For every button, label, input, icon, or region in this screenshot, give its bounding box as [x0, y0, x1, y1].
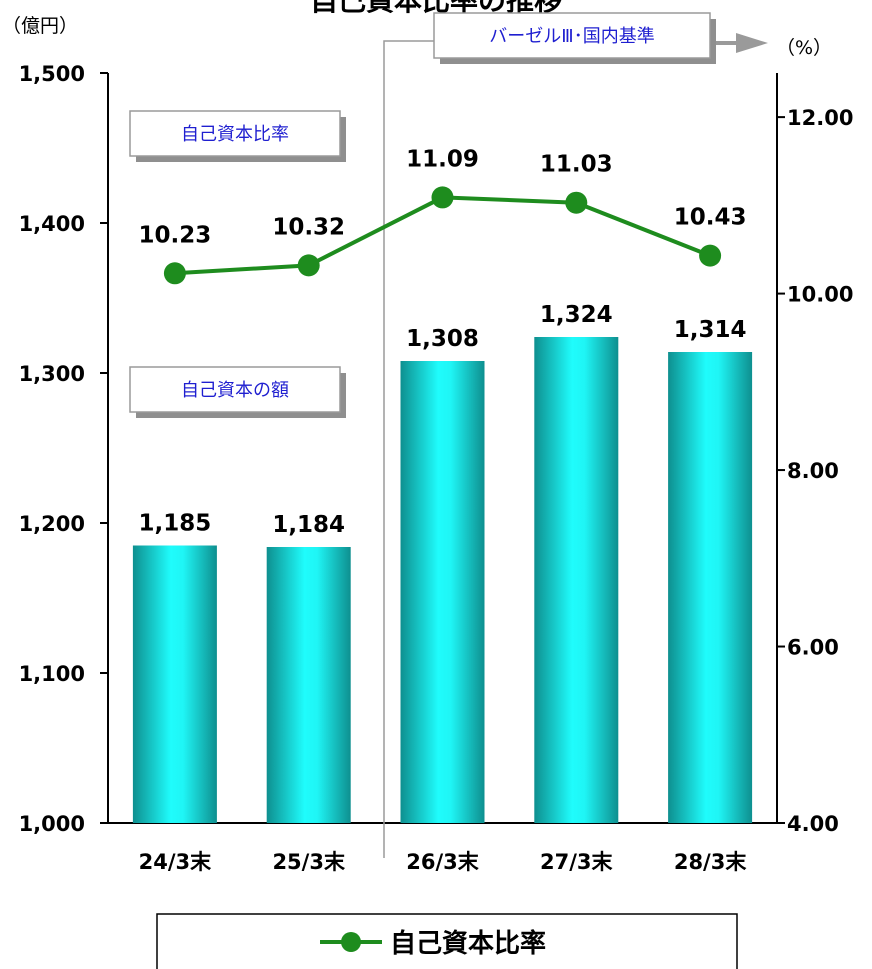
ratio-value-label: 11.09	[406, 146, 479, 172]
ratio-point	[431, 186, 454, 209]
y-right-tick-label: 10.00	[787, 283, 853, 307]
x-tick-label: 28/3末	[674, 850, 748, 874]
ratio-value-label: 11.03	[540, 152, 613, 178]
bar-value-label: 1,324	[540, 302, 613, 328]
y-left-tick-label: 1,300	[19, 362, 85, 386]
y-left-unit: （億円）	[2, 15, 78, 37]
basel-box	[433, 12, 711, 59]
y-left-tick-label: 1,100	[19, 662, 85, 686]
bar-value-label: 1,308	[406, 326, 479, 352]
bar	[266, 547, 351, 823]
y-right-tick-label: 8.00	[787, 459, 839, 483]
bar	[400, 361, 485, 823]
ratio-value-label: 10.43	[674, 205, 747, 231]
ratio-value-label: 10.23	[139, 222, 212, 248]
legend-box	[156, 913, 738, 969]
x-tick-label: 24/3末	[139, 850, 213, 874]
bar-value-label: 1,185	[139, 511, 212, 537]
y-right-unit: （%）	[776, 37, 832, 59]
x-tick-label: 26/3末	[406, 850, 480, 874]
bar-value-label: 1,184	[272, 512, 345, 538]
ratio-line	[174, 195, 711, 276]
amount-box	[129, 366, 341, 413]
basel-arrow-head	[736, 33, 768, 53]
y-right-tick-label: 12.00	[787, 106, 853, 130]
bar	[132, 545, 217, 823]
y-left-tick-label: 1,200	[19, 512, 85, 536]
legend-label: 自己資本比率	[390, 928, 546, 959]
ratio-point	[297, 254, 320, 277]
line-series: 10.23 10.32 11.09 11.03 10.43	[139, 146, 747, 285]
bar	[534, 337, 619, 823]
ratio-point	[699, 244, 722, 267]
basel-divider-line	[383, 40, 436, 858]
amount-box-label: 自己資本の額	[181, 380, 289, 401]
y-left-tick-label: 1,000	[19, 812, 85, 836]
y-left-tick-label: 1,500	[19, 62, 85, 86]
y-left-tick-label: 1,400	[19, 212, 85, 236]
bar	[668, 352, 753, 823]
ratio-point	[565, 191, 588, 214]
ratio-value-label: 10.32	[272, 214, 345, 240]
x-tick-label: 27/3末	[540, 850, 614, 874]
bar-series: 1,185 24/3末 1,184 25/3末 1,308 26/3末 1,324 27/3末…	[132, 302, 753, 874]
basel-box-label: バーゼルⅢ･国内基準	[489, 26, 654, 47]
y-right-tick-label: 4.00	[787, 812, 839, 836]
y-right-tick-label: 6.00	[787, 636, 839, 660]
axis-ticks: 1,000 1,100 1,200 1,300 1,400 1,500 4.00 6.00 8.…	[19, 62, 854, 836]
ratio-box-label: 自己資本比率	[181, 124, 289, 145]
ratio-point	[163, 262, 186, 285]
ratio-box	[129, 110, 341, 157]
x-tick-label: 25/3末	[272, 850, 346, 874]
legend-dot-marker	[341, 932, 361, 952]
bar-value-label: 1,314	[674, 317, 747, 343]
